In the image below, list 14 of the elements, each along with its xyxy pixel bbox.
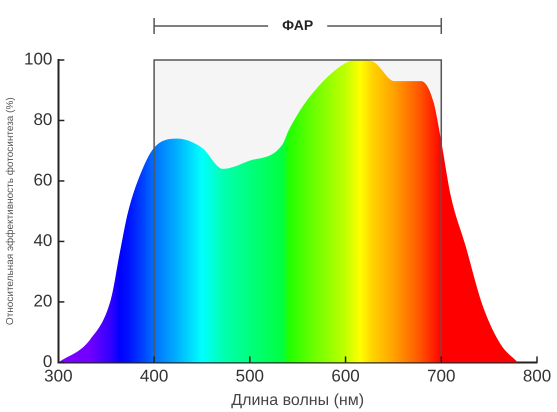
x-tick-label: 300: [44, 366, 73, 386]
y-tick-label: 100: [24, 50, 52, 69]
band-label: ФАР: [282, 16, 314, 33]
y-axis-title: Относительная эффективность фотосинтеза (%): [4, 97, 16, 326]
y-tick-label: 40: [33, 231, 52, 250]
x-tick-label: 800: [522, 366, 552, 386]
x-tick-label: 500: [236, 366, 264, 386]
x-tick-label: 700: [427, 366, 456, 386]
x-axis-title: Длина волны (нм): [231, 392, 364, 409]
x-tick-label: 600: [331, 366, 360, 386]
x-tick-label: 400: [140, 366, 168, 386]
y-tick-label: 60: [33, 170, 52, 190]
y-tick-label: 20: [33, 292, 52, 311]
y-tick-label: 80: [33, 110, 52, 130]
